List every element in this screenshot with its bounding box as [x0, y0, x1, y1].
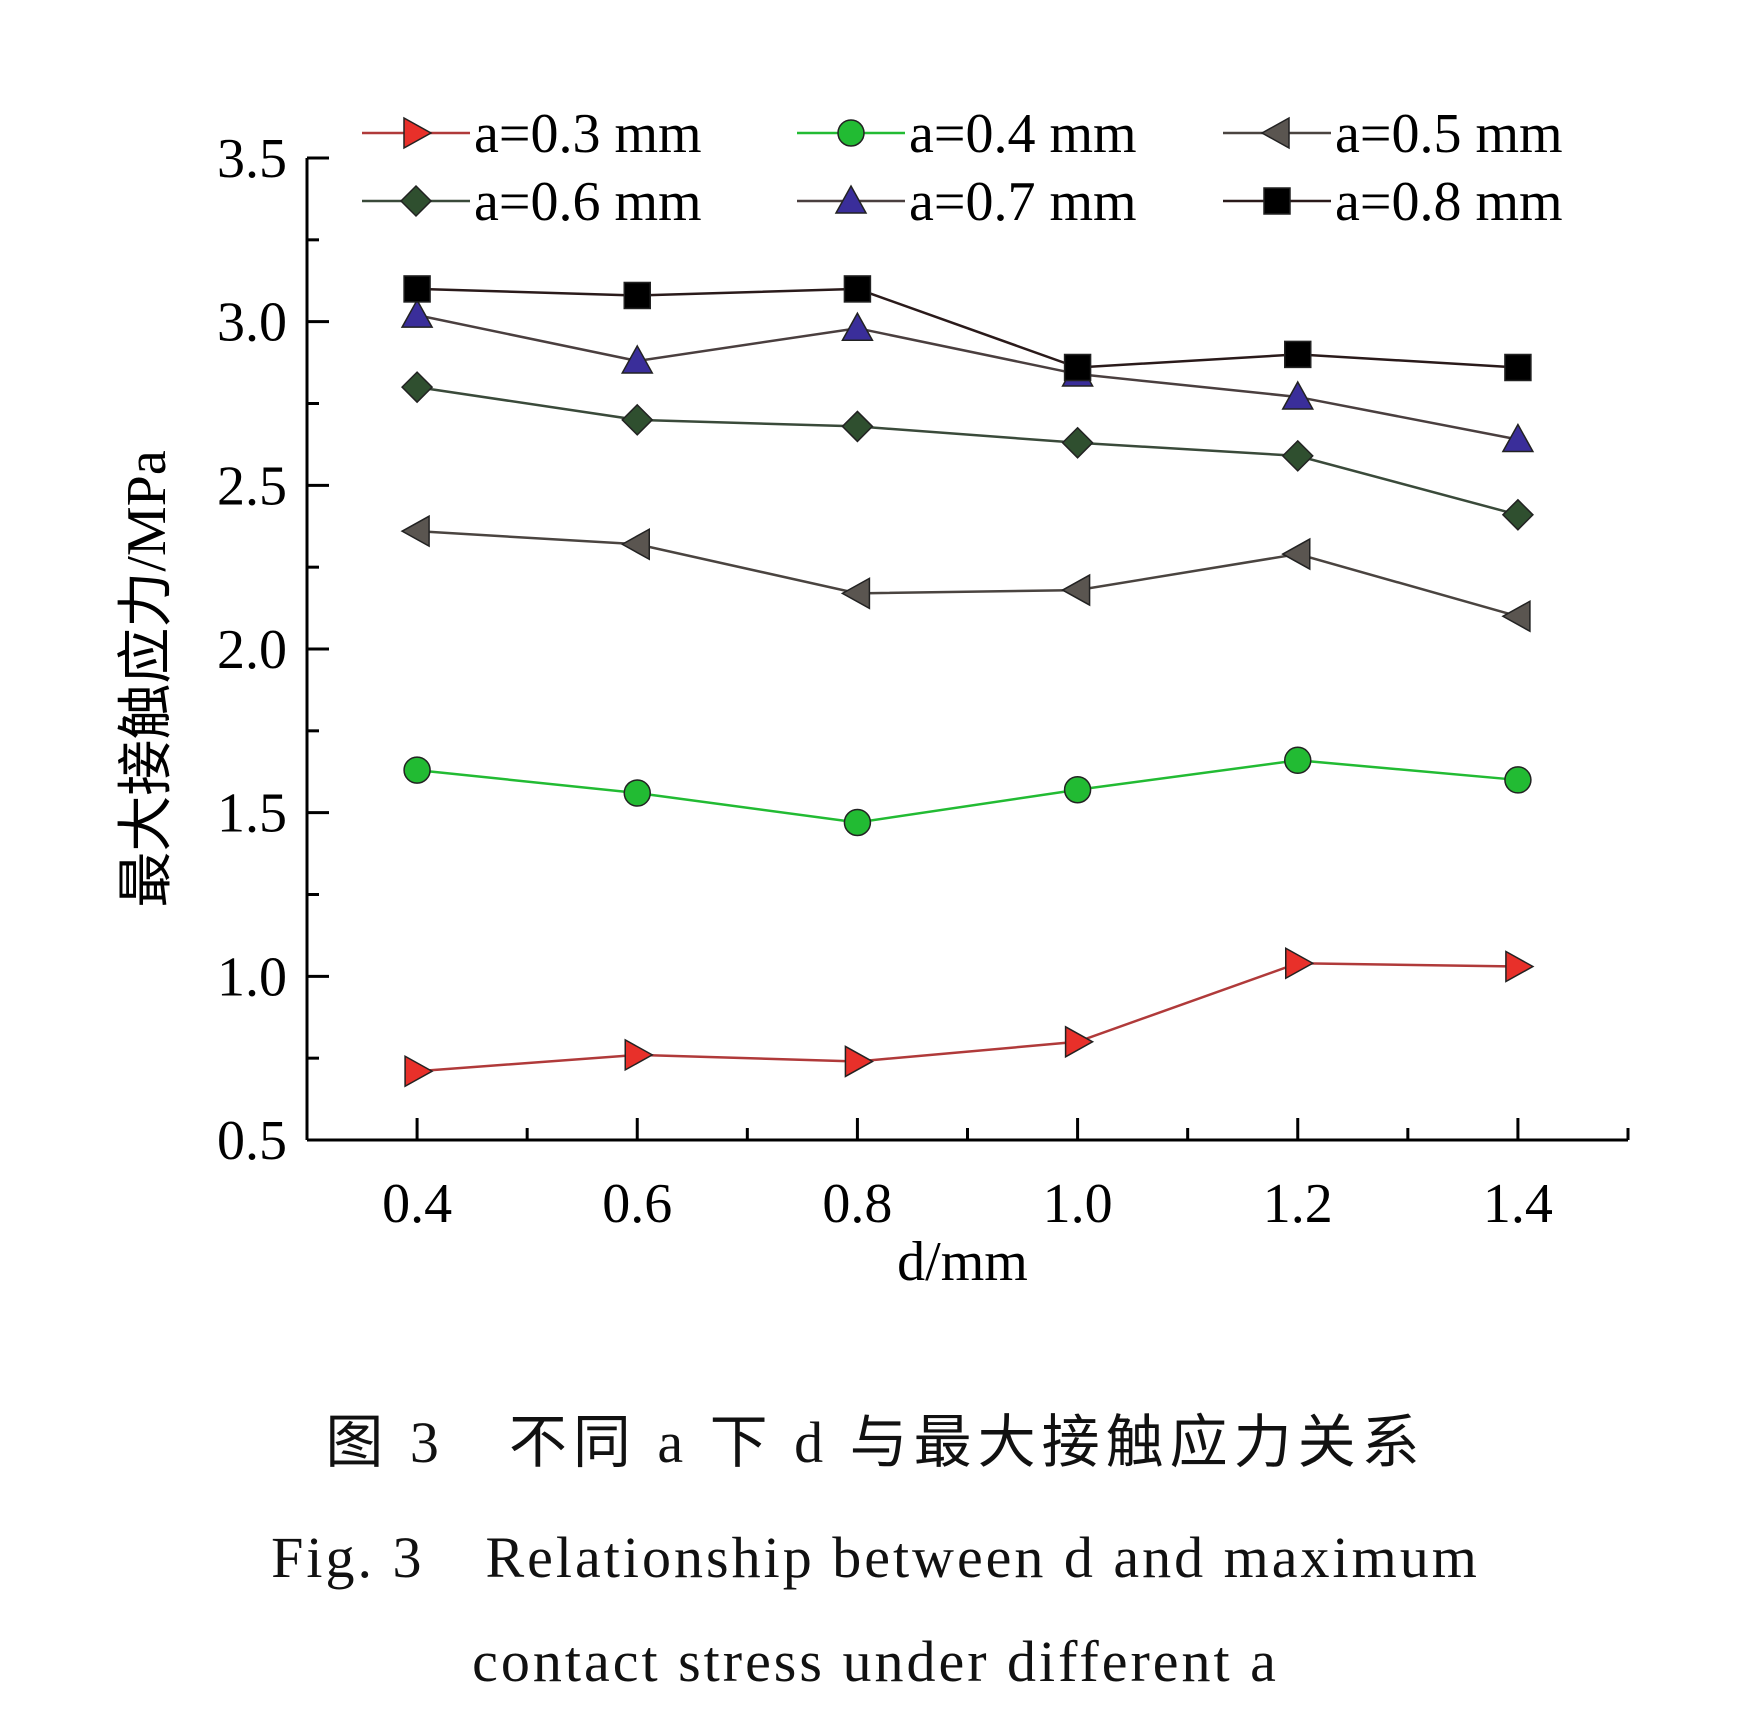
legend-marker: [834, 184, 868, 214]
data-point: [1281, 380, 1315, 410]
data-point: [1505, 950, 1535, 983]
legend-entry: a=0.3 mm: [362, 103, 702, 165]
legend-label: a=0.4 mm: [909, 103, 1137, 165]
data-point: [843, 808, 872, 837]
legend-marker: [1260, 116, 1290, 150]
data-point: [1501, 422, 1535, 453]
data-point: [1501, 599, 1531, 633]
data-point: [840, 577, 871, 610]
data-point: [623, 281, 651, 310]
legend-label: a=0.7 mm: [909, 171, 1137, 233]
series-line: [416, 385, 1519, 517]
y-tick-label: 3.5: [217, 128, 287, 190]
series-line: [416, 313, 1519, 441]
series-3: [400, 514, 1531, 633]
data-point: [400, 298, 434, 328]
legend-entry: a=0.8 mm: [1223, 171, 1563, 233]
legend-marker: [403, 116, 433, 150]
y-tick-label: 2.5: [217, 455, 287, 517]
legend-label: a=0.8 mm: [1335, 171, 1563, 233]
series-5: [400, 298, 1535, 453]
data-point: [623, 779, 651, 807]
y-axis-title: 最大接触应力/MPa: [116, 450, 178, 907]
data-point: [844, 1045, 874, 1078]
y-tick-label: 1.5: [217, 783, 287, 845]
legend-marker: [837, 119, 865, 147]
data-point: [841, 410, 874, 443]
legend-label: a=0.3 mm: [474, 103, 702, 165]
figure-caption-zh: 图 3 不同 a 下 d 与最大接触应力关系: [325, 1410, 1426, 1475]
data-point: [843, 275, 872, 303]
legend-entry: a=0.7 mm: [797, 171, 1137, 233]
data-point: [401, 371, 434, 404]
x-tick-label: 0.6: [602, 1173, 672, 1235]
data-point: [1285, 946, 1315, 980]
x-axis-title: d/mm: [897, 1231, 1028, 1293]
data-point: [1061, 573, 1091, 607]
series-line: [416, 961, 1518, 1073]
legend-marker: [1263, 187, 1291, 215]
y-tick-label: 2.0: [217, 619, 287, 681]
data-point: [1063, 776, 1092, 804]
data-point: [1284, 746, 1312, 775]
series-line: [416, 759, 1519, 824]
data-point: [403, 275, 431, 303]
data-point: [1284, 340, 1312, 369]
x-tick-label: 0.8: [822, 1173, 892, 1235]
data-point: [621, 403, 654, 436]
x-tick-label: 1.2: [1263, 1173, 1333, 1235]
figure-caption-en-line1: Fig. 3 Relationship between d and maximu…: [271, 1525, 1480, 1590]
legend: a=0.3 mm a=0.4 mm a=0.5 mm a=0.6 mm a=0.7 mm…: [362, 103, 1563, 233]
series-6: [403, 275, 1532, 382]
figure-caption-en-line2: contact stress under different a: [472, 1629, 1279, 1694]
data-point: [400, 514, 430, 548]
series-1: [404, 946, 1535, 1088]
series-line: [417, 287, 1518, 369]
data-point: [620, 527, 650, 561]
y-tick-label: 1.0: [217, 946, 287, 1008]
data-point: [403, 756, 431, 784]
data-point: [1063, 353, 1092, 382]
legend-label: a=0.5 mm: [1335, 103, 1563, 165]
series-4: [401, 371, 1534, 531]
series-line: [417, 529, 1519, 618]
x-tick-label: 0.4: [382, 1173, 452, 1235]
x-tick-label: 1.0: [1043, 1173, 1113, 1235]
legend-label: a=0.6 mm: [474, 171, 702, 233]
data-point: [1281, 439, 1314, 472]
legend-entry: a=0.4 mm: [797, 103, 1137, 165]
series-layer: [400, 275, 1535, 1088]
data-point: [620, 344, 654, 374]
data-point: [1504, 353, 1532, 382]
data-point: [841, 311, 874, 341]
data-point: [1501, 498, 1534, 531]
data-point: [404, 1054, 434, 1088]
y-tick-label: 0.5: [217, 1110, 287, 1172]
axes: 0.5 1.0 1.5 2.0 2.5 3.0 3.5 0.4 0.6 0.8 1.0 1.2 1.4: [217, 128, 1630, 1235]
data-point: [624, 1038, 654, 1072]
data-point: [1064, 1025, 1095, 1059]
series-2: [403, 746, 1532, 837]
legend-entry: a=0.6 mm: [362, 171, 702, 233]
data-point: [1281, 537, 1311, 571]
legend-entry: a=0.5 mm: [1223, 103, 1563, 165]
y-tick-label: 3.0: [217, 292, 287, 354]
x-tick-label: 1.4: [1483, 1173, 1553, 1235]
data-point: [1061, 426, 1094, 459]
data-point: [1504, 766, 1532, 794]
legend-marker: [399, 184, 433, 218]
